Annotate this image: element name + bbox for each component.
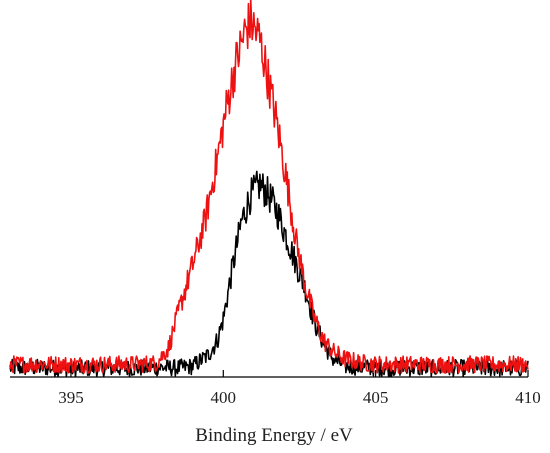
- spectrum-series-2: [9, 0, 529, 374]
- x-tick-label: 405: [363, 388, 389, 407]
- x-tick-label: 400: [211, 388, 237, 407]
- x-axis-title: Binding Energy / eV: [195, 425, 353, 446]
- x-tick-label: 410: [515, 388, 541, 407]
- x-tick-label: 395: [58, 388, 84, 407]
- x-ticks: 395 400 405 410: [58, 370, 541, 407]
- plot-lines: [9, 0, 529, 378]
- spectrum-series-1: [9, 170, 529, 378]
